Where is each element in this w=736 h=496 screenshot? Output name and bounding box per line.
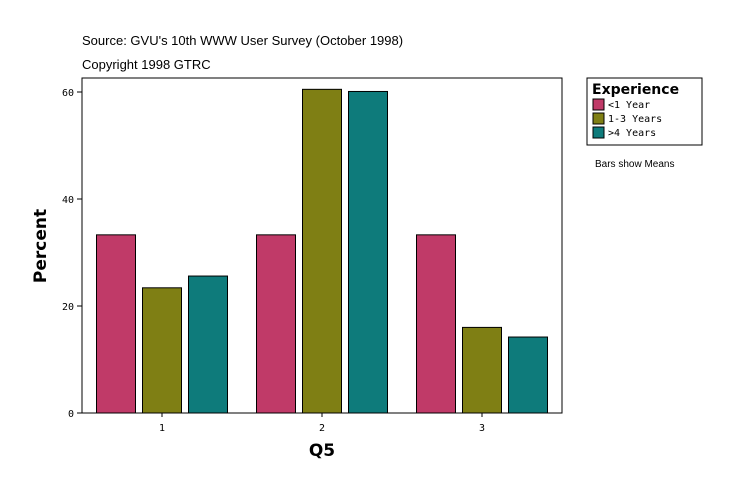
legend-label: >4 Years <box>608 128 656 139</box>
bar <box>462 326 502 414</box>
legend-box <box>586 77 703 146</box>
bar <box>508 336 548 414</box>
y-tick-label: 20 <box>62 302 74 313</box>
legend-swatch <box>592 112 605 125</box>
legend-swatch <box>592 98 605 111</box>
y-axis-title: Percent <box>31 209 51 283</box>
bars-note: Bars show Means <box>595 159 674 170</box>
bar <box>188 275 228 414</box>
legend-label: 1-3 Years <box>608 114 662 125</box>
source-line: Source: GVU's 10th WWW User Survey (Octo… <box>82 33 403 48</box>
copyright-line: Copyright 1998 GTRC <box>82 57 211 72</box>
x-tick-label: 3 <box>479 423 485 434</box>
y-tick-label: 40 <box>62 195 74 206</box>
bar <box>302 88 342 414</box>
bar <box>256 234 296 414</box>
x-tick-label: 1 <box>159 423 165 434</box>
x-axis-title: Q5 <box>309 441 335 461</box>
y-axis: 0 20 40 60 <box>62 88 82 420</box>
x-axis: 1 2 3 <box>159 413 485 434</box>
bar <box>142 287 182 414</box>
legend-label: <1 Year <box>608 100 650 111</box>
bars-group <box>96 88 548 414</box>
legend: Experience <1 Year 1-3 Years >4 Years <box>586 77 703 146</box>
bar <box>96 234 136 414</box>
legend-swatch <box>592 126 605 139</box>
bar <box>416 234 456 414</box>
x-tick-label: 2 <box>319 423 325 434</box>
legend-items: <1 Year 1-3 Years >4 Years <box>592 98 662 139</box>
y-tick-label: 60 <box>62 88 74 99</box>
bar <box>348 90 388 414</box>
legend-title: Experience <box>592 82 679 98</box>
y-tick-label: 0 <box>68 409 74 420</box>
